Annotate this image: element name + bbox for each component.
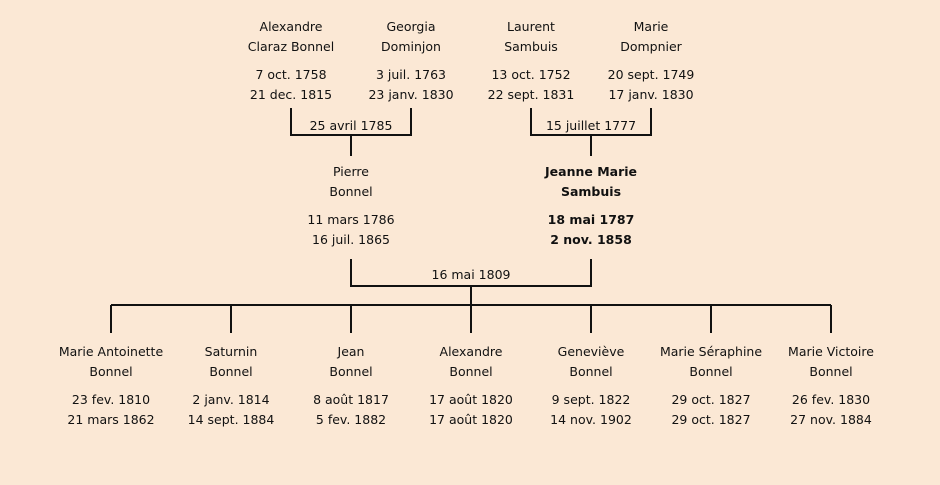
birth-date: 26 fev. 1830 <box>791 392 871 407</box>
person-genevieve-bonnel[interactable]: Geneviève Bonnel 9 sept. 1822 14 nov. 19… <box>521 342 661 430</box>
person-last-name: Bonnel <box>209 364 253 379</box>
birth-date: 18 mai 1787 <box>547 212 635 227</box>
person-last-name: Bonnel <box>569 364 613 379</box>
birth-date: 17 août 1820 <box>429 392 513 407</box>
person-alexandre-claraz-bonnel[interactable]: Alexandre Claraz Bonnel 7 oct. 1758 21 d… <box>221 17 361 105</box>
death-date: 5 fev. 1882 <box>315 412 387 427</box>
marriage-date-parents: 16 mai 1809 <box>431 267 511 282</box>
person-first-name: Jean <box>337 344 365 359</box>
person-first-name: Jeanne Marie <box>545 164 637 179</box>
death-date: 29 oct. 1827 <box>671 412 751 427</box>
birth-date: 13 oct. 1752 <box>491 67 571 82</box>
person-marie-seraphine-bonnel[interactable]: Marie Séraphine Bonnel 29 oct. 1827 29 o… <box>641 342 781 430</box>
birth-date: 29 oct. 1827 <box>671 392 751 407</box>
person-alexandre-bonnel[interactable]: Alexandre Bonnel 17 août 1820 17 août 18… <box>401 342 541 430</box>
person-saturnin-bonnel[interactable]: Saturnin Bonnel 2 janv. 1814 14 sept. 18… <box>161 342 301 430</box>
person-first-name: Marie <box>633 19 669 34</box>
person-first-name: Marie Séraphine <box>659 344 763 359</box>
death-date: 21 dec. 1815 <box>249 87 333 102</box>
person-last-name: Bonnel <box>329 364 373 379</box>
birth-date: 8 août 1817 <box>313 392 389 407</box>
person-last-name: Dompnier <box>620 39 682 54</box>
person-first-name: Georgia <box>386 19 436 34</box>
person-first-name: Geneviève <box>557 344 625 359</box>
person-marie-victoire-bonnel[interactable]: Marie Victoire Bonnel 26 fev. 1830 27 no… <box>761 342 901 430</box>
marriage-date-sambuis: 15 juillet 1777 <box>545 118 637 133</box>
birth-date: 20 sept. 1749 <box>607 67 695 82</box>
person-last-name: Sambuis <box>560 184 622 199</box>
person-jean-bonnel[interactable]: Jean Bonnel 8 août 1817 5 fev. 1882 <box>281 342 421 430</box>
person-last-name: Claraz Bonnel <box>247 39 335 54</box>
birth-date: 2 janv. 1814 <box>192 392 270 407</box>
person-last-name: Bonnel <box>89 364 133 379</box>
person-laurent-sambuis[interactable]: Laurent Sambuis 13 oct. 1752 22 sept. 18… <box>461 17 601 105</box>
marriage-date-bonnel: 25 avril 1785 <box>309 118 393 133</box>
person-georgia-dominjon[interactable]: Georgia Dominjon 3 juil. 1763 23 janv. 1… <box>341 17 481 105</box>
person-marie-antoinette-bonnel[interactable]: Marie Antoinette Bonnel 23 fev. 1810 21 … <box>41 342 181 430</box>
death-date: 17 janv. 1830 <box>608 87 694 102</box>
person-jeanne-marie-sambuis[interactable]: Jeanne Marie Sambuis 18 mai 1787 2 nov. … <box>521 162 661 250</box>
birth-date: 23 fev. 1810 <box>71 392 151 407</box>
death-date: 21 mars 1862 <box>67 412 155 427</box>
birth-date: 7 oct. 1758 <box>255 67 327 82</box>
person-last-name: Sambuis <box>504 39 558 54</box>
person-pierre-bonnel[interactable]: Pierre Bonnel 11 mars 1786 16 juil. 1865 <box>281 162 421 250</box>
birth-date: 9 sept. 1822 <box>551 392 631 407</box>
death-date: 14 sept. 1884 <box>187 412 275 427</box>
death-date: 14 nov. 1902 <box>550 412 632 427</box>
person-last-name: Dominjon <box>381 39 441 54</box>
person-last-name: Bonnel <box>809 364 853 379</box>
death-date: 2 nov. 1858 <box>550 232 632 247</box>
death-date: 17 août 1820 <box>429 412 513 427</box>
person-first-name: Saturnin <box>204 344 258 359</box>
person-first-name: Marie Antoinette <box>58 344 164 359</box>
death-date: 16 juil. 1865 <box>312 232 390 247</box>
birth-date: 3 juil. 1763 <box>375 67 447 82</box>
death-date: 23 janv. 1830 <box>368 87 454 102</box>
death-date: 27 nov. 1884 <box>790 412 872 427</box>
person-first-name: Pierre <box>333 164 369 179</box>
person-first-name: Marie Victoire <box>788 344 874 359</box>
person-first-name: Alexandre <box>259 19 323 34</box>
death-date: 22 sept. 1831 <box>487 87 575 102</box>
person-first-name: Laurent <box>507 19 555 34</box>
person-last-name: Bonnel <box>329 184 373 199</box>
person-last-name: Bonnel <box>689 364 733 379</box>
person-first-name: Alexandre <box>439 344 503 359</box>
person-marie-dompnier[interactable]: Marie Dompnier 20 sept. 1749 17 janv. 18… <box>581 17 721 105</box>
person-last-name: Bonnel <box>449 364 493 379</box>
birth-date: 11 mars 1786 <box>307 212 395 227</box>
